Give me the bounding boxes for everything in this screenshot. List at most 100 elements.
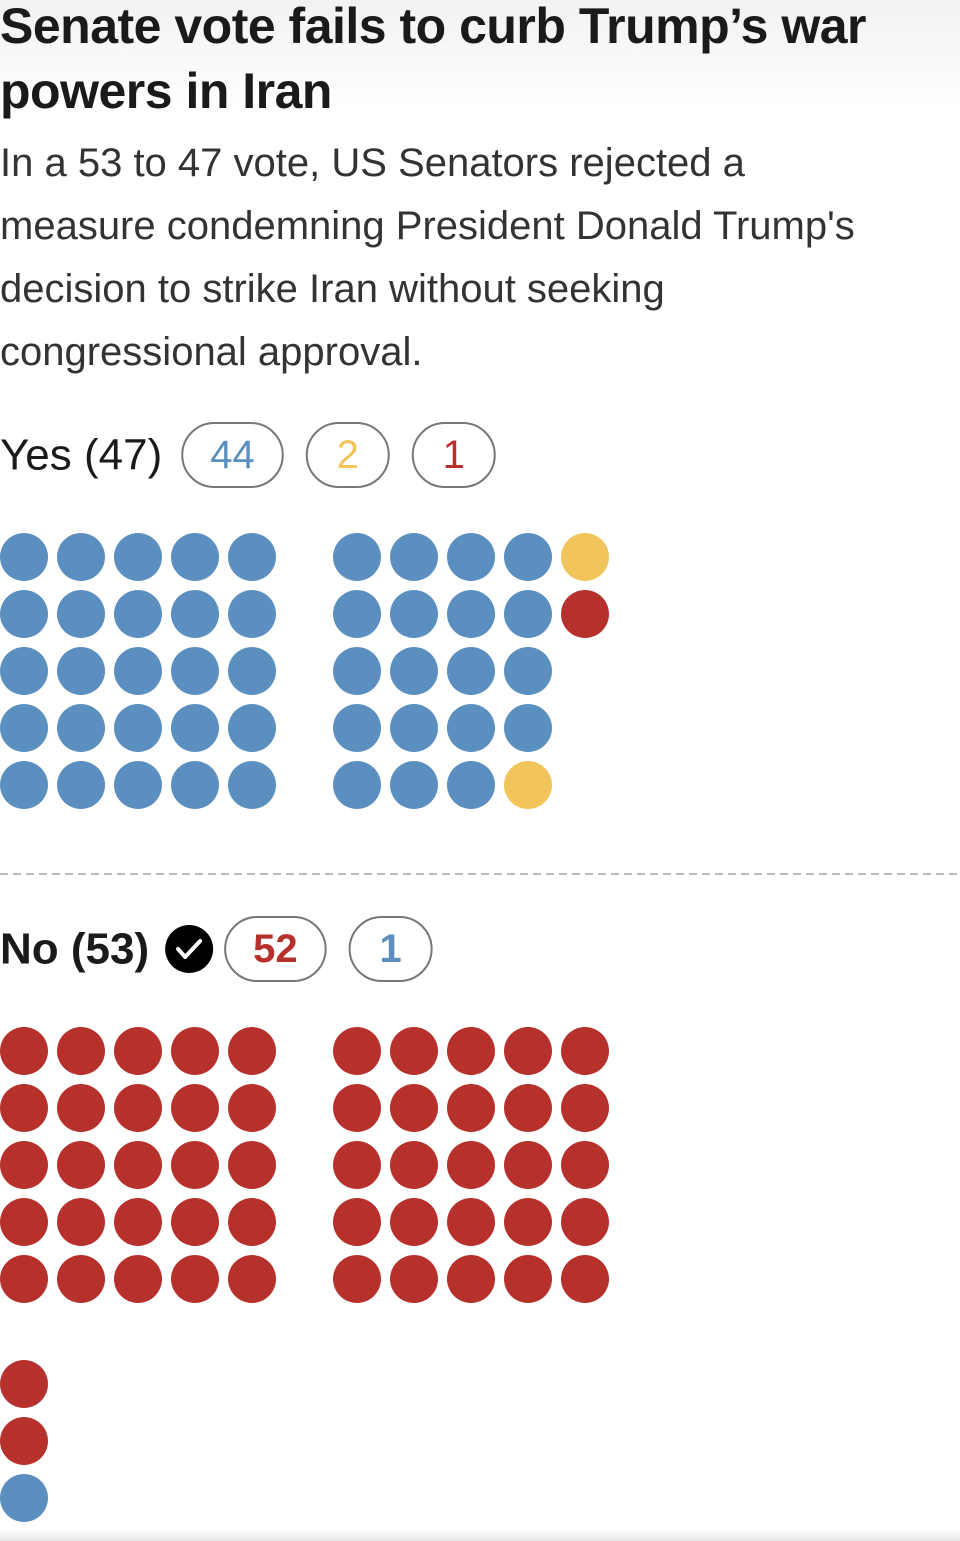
seat-dot: [228, 533, 276, 581]
group-label: Yes (47): [0, 431, 162, 480]
seat-dot: [504, 1255, 552, 1303]
seat-dot: [561, 533, 609, 581]
seat-dot: [171, 1255, 219, 1303]
count-label: 52: [253, 927, 298, 971]
chart-subtitle: In a 53 to 47 vote, US Senators rejected…: [0, 141, 855, 374]
seat-dot: [504, 1027, 552, 1075]
count-pill: [411, 422, 496, 488]
count-pill: [224, 916, 327, 982]
seat-dot: [333, 1027, 381, 1075]
seat-dot: [114, 647, 162, 695]
seat-dot: [0, 533, 48, 581]
seat-dot: [333, 647, 381, 695]
seat-dot: [0, 1084, 48, 1132]
seat-dot: [228, 704, 276, 752]
seat-dot: [57, 533, 105, 581]
seat-dot: [0, 590, 48, 638]
seat-dot: [228, 1255, 276, 1303]
seat-dot: [504, 647, 552, 695]
seat-dot: [390, 647, 438, 695]
seat-dot: [333, 761, 381, 809]
group-label: No (53): [0, 925, 149, 974]
seat-dot: [57, 1141, 105, 1189]
seat-dot: [504, 590, 552, 638]
seat-dot: [0, 647, 48, 695]
seat-dot: [114, 1198, 162, 1246]
seat-dot: [57, 647, 105, 695]
count-pill: [181, 422, 284, 488]
seat-dot: [504, 533, 552, 581]
count-label: 1: [443, 433, 465, 477]
seat-dot: [0, 1027, 48, 1075]
seat-dot: [504, 1198, 552, 1246]
seat-dot: [171, 533, 219, 581]
seat-dot: [333, 1255, 381, 1303]
seat-dot: [447, 1084, 495, 1132]
seat-dot: [57, 1198, 105, 1246]
seat-dot: [390, 704, 438, 752]
seat-dot: [333, 1198, 381, 1246]
seat-dot: [171, 1084, 219, 1132]
check-mark: [176, 939, 203, 959]
seat-dot: [171, 1027, 219, 1075]
seat-dot: [57, 1255, 105, 1303]
count-pill: [348, 916, 433, 982]
seat-dot: [390, 1084, 438, 1132]
seat-dot: [0, 704, 48, 752]
seat-dot: [390, 1198, 438, 1246]
seat-dot: [504, 1141, 552, 1189]
seat-dot: [171, 1141, 219, 1189]
seat-dot: [504, 704, 552, 752]
seat-dot: [0, 1360, 48, 1408]
seat-dot: [561, 1084, 609, 1132]
seat-dot: [57, 704, 105, 752]
seat-dot: [333, 1141, 381, 1189]
seat-dot: [447, 1255, 495, 1303]
seat-dot: [114, 1141, 162, 1189]
seat-dot: [0, 1255, 48, 1303]
seat-dot: [0, 1474, 48, 1522]
seat-dot: [390, 1255, 438, 1303]
seat-dot: [447, 761, 495, 809]
seat-dot: [447, 1198, 495, 1246]
seat-dot: [333, 533, 381, 581]
seat-dot: [114, 533, 162, 581]
count-label: 44: [210, 433, 255, 477]
seat-dot: [447, 647, 495, 695]
seat-dot: [390, 761, 438, 809]
seat-dot: [171, 647, 219, 695]
seat-dot: [114, 1027, 162, 1075]
seat-dot: [228, 1084, 276, 1132]
seat-dot: [228, 590, 276, 638]
seat-dot: [228, 1027, 276, 1075]
seat-dot: [561, 590, 609, 638]
chart: Yes (47) 44 2 1 No (53) 52 1: [0, 422, 960, 1522]
seat-dot: [390, 1141, 438, 1189]
seat-dot: [114, 590, 162, 638]
count-pill: [305, 422, 390, 488]
seat-dot: [228, 1141, 276, 1189]
seat-dot: [561, 1141, 609, 1189]
seat-dot: [390, 1027, 438, 1075]
count-label: 2: [337, 433, 359, 477]
seat-dot: [561, 1198, 609, 1246]
seat-dot: [57, 1084, 105, 1132]
seat-dot: [57, 1027, 105, 1075]
seat-dot: [114, 704, 162, 752]
winner-check: [165, 925, 214, 973]
seat-dot: [333, 1084, 381, 1132]
seat-dot: [333, 704, 381, 752]
seat-dot: [504, 761, 552, 809]
seat-dot: [114, 761, 162, 809]
seat-dot: [0, 1198, 48, 1246]
seat-dot: [447, 704, 495, 752]
seat-dot: [504, 1084, 552, 1132]
seat-dot: [228, 761, 276, 809]
seat-dot: [228, 647, 276, 695]
seat-dot: [114, 1084, 162, 1132]
seat-dot: [114, 1255, 162, 1303]
seat-dot: [390, 590, 438, 638]
seat-dot: [57, 761, 105, 809]
seat-dot: [447, 1027, 495, 1075]
